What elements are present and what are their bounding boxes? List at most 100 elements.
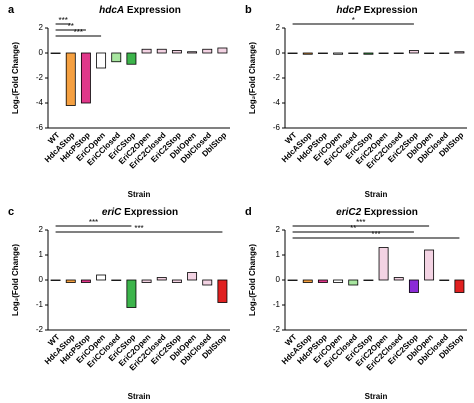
significance-label: ** xyxy=(350,224,356,233)
y-axis-label: Log₂(Fold Change) xyxy=(248,42,257,114)
y-axis-label: Log₂(Fold Change) xyxy=(11,244,20,316)
bar xyxy=(80,52,91,104)
y-tick-label: -2 xyxy=(36,73,44,82)
bar xyxy=(424,249,435,281)
significance-label: *** xyxy=(371,230,380,239)
bar xyxy=(50,52,61,54)
bar xyxy=(80,279,91,283)
bar xyxy=(217,47,228,54)
y-tick-label: 1 xyxy=(276,250,281,259)
y-tick-label: 1 xyxy=(39,250,44,259)
y-tick-label: -2 xyxy=(273,73,281,82)
bar xyxy=(50,279,61,281)
significance-label: * xyxy=(352,16,355,25)
significance-label: *** xyxy=(58,16,67,25)
bar xyxy=(171,50,182,54)
bar xyxy=(202,48,213,54)
x-axis-label: Strain xyxy=(128,392,151,401)
bar xyxy=(156,48,167,54)
y-tick-label: -6 xyxy=(273,123,281,132)
title-text: Expression xyxy=(364,5,418,16)
bar xyxy=(454,51,465,54)
panel-letter: a xyxy=(8,4,15,16)
chart-title: eriC Expression xyxy=(102,207,178,218)
bar xyxy=(187,272,198,281)
y-tick-label: -2 xyxy=(36,325,44,334)
significance-label: ** xyxy=(68,22,74,31)
significance-label: *** xyxy=(74,28,83,37)
bar xyxy=(171,279,182,283)
x-axis-label: Strain xyxy=(365,190,388,199)
y-tick-label: 0 xyxy=(276,275,281,284)
bar xyxy=(187,51,198,54)
y-tick-label: 0 xyxy=(39,48,44,57)
y-tick-label: -1 xyxy=(273,300,281,309)
y-tick-label: 2 xyxy=(276,23,281,32)
bar xyxy=(317,279,328,283)
bar xyxy=(96,52,107,69)
bar xyxy=(454,279,465,293)
bar xyxy=(348,52,359,54)
bar xyxy=(96,274,107,281)
title-gene: eriC2 xyxy=(336,207,361,218)
bar xyxy=(424,52,435,54)
title-gene: hdcA xyxy=(99,5,124,16)
bar xyxy=(317,52,328,54)
significance-label: *** xyxy=(89,218,98,227)
bar xyxy=(363,52,374,55)
bar xyxy=(287,279,298,281)
bar xyxy=(302,279,313,283)
significance-label: *** xyxy=(134,224,143,233)
chart-title: hdcP Expression xyxy=(336,5,417,16)
bar xyxy=(287,52,298,54)
title-gene: eriC xyxy=(102,207,122,218)
title-text: Expression xyxy=(364,207,418,218)
bar xyxy=(333,279,344,283)
bar xyxy=(156,277,167,281)
y-axis-label: Log₂(Fold Change) xyxy=(248,244,257,316)
bar xyxy=(141,48,152,54)
bar xyxy=(393,52,404,54)
bar xyxy=(141,279,152,283)
panel-letter: b xyxy=(245,4,252,16)
y-tick-label: -4 xyxy=(273,98,281,107)
panel-letter: d xyxy=(245,206,252,218)
bar xyxy=(348,279,359,286)
bar xyxy=(202,279,213,286)
y-axis-label: Log₂(Fold Change) xyxy=(11,42,20,114)
chart-title: eriC2 Expression xyxy=(336,207,418,218)
bar xyxy=(408,50,419,54)
y-tick-label: 2 xyxy=(39,23,44,32)
bar xyxy=(302,52,313,55)
y-tick-label: -6 xyxy=(36,123,44,132)
y-tick-label: -2 xyxy=(273,325,281,334)
y-tick-label: 0 xyxy=(39,275,44,284)
bar xyxy=(378,247,389,281)
bar xyxy=(439,52,450,54)
y-tick-label: -1 xyxy=(36,300,44,309)
y-tick-label: 0 xyxy=(276,48,281,57)
y-tick-label: 2 xyxy=(276,225,281,234)
bar xyxy=(439,279,450,281)
bar xyxy=(65,279,76,283)
bar xyxy=(363,279,374,281)
title-text: Expression xyxy=(124,207,178,218)
bar xyxy=(408,279,419,293)
chart-title: hdcA Expression xyxy=(99,5,181,16)
panel-letter: c xyxy=(8,206,14,218)
x-axis-label: Strain xyxy=(365,392,388,401)
bar xyxy=(333,52,344,55)
title-text: Expression xyxy=(127,5,181,16)
bar xyxy=(217,279,228,303)
significance-label: *** xyxy=(356,218,365,227)
x-axis-label: Strain xyxy=(128,190,151,199)
bar xyxy=(126,279,137,308)
bar xyxy=(378,52,389,54)
bar xyxy=(65,52,76,106)
bar xyxy=(111,279,122,281)
bar xyxy=(126,52,137,65)
bar xyxy=(393,277,404,281)
y-tick-label: 2 xyxy=(39,225,44,234)
y-tick-label: -4 xyxy=(36,98,44,107)
